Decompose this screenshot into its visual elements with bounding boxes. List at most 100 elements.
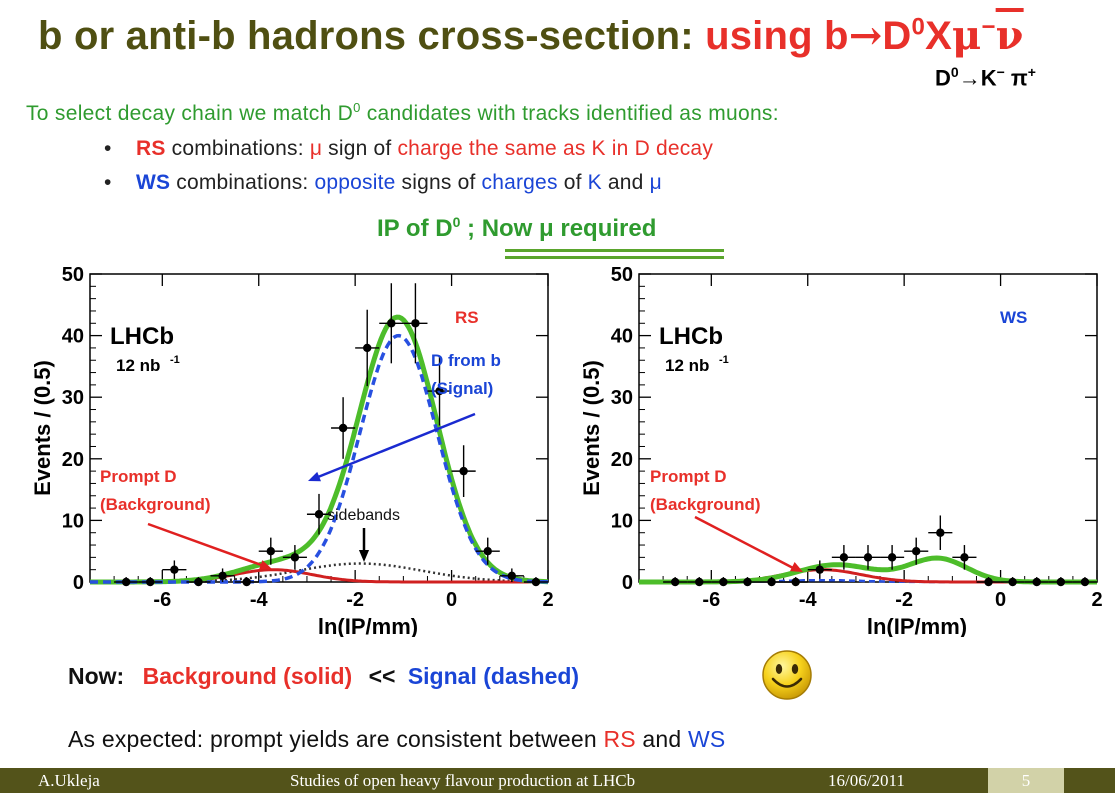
luminosity-label: 12 nb [665, 356, 709, 375]
title-arrow: → [848, 12, 883, 59]
bullet-text: WS combinations: opposite signs of charg… [136, 171, 662, 195]
header-underline [505, 249, 724, 252]
subdecay-pi: π [1004, 65, 1028, 91]
subdecay-d: D [935, 65, 951, 91]
data-point [242, 577, 251, 587]
x-tick-label: -6 [153, 589, 171, 611]
summary-now: Now: [68, 663, 125, 689]
page-number-box: 5 [988, 768, 1064, 793]
background-arrow-head [790, 562, 803, 572]
data-point [218, 571, 227, 581]
data-point [194, 577, 203, 587]
intro-sup: 0 [353, 100, 361, 115]
bullet-dot: • [104, 171, 112, 194]
data-point [290, 553, 300, 562]
signal-arrow-head [308, 471, 321, 482]
prompt-d-label: Prompt D [100, 467, 177, 486]
panel-label: RS [455, 308, 479, 327]
title-d: D [882, 14, 912, 58]
background-arrow [147, 522, 265, 568]
y-tick-label: 30 [62, 387, 84, 409]
data-point [387, 319, 396, 328]
rs-p1: combinations: [165, 137, 310, 160]
lhcb-label: LHCb [110, 323, 174, 350]
data-point [936, 528, 945, 537]
data-point [411, 319, 420, 328]
background-arrow [694, 515, 796, 571]
subdecay-d-sup: 0 [950, 64, 959, 80]
lhcb-label: LHCb [659, 323, 723, 350]
luminosity-exponent: -1 [719, 354, 729, 366]
subdecay-arrow: → [958, 65, 981, 91]
signal-arrow [317, 412, 476, 479]
slide-title: b or anti-b hadrons cross-section: using… [38, 12, 1024, 59]
x-tick-label: 0 [446, 589, 457, 611]
data-point [459, 466, 468, 476]
expected-p1: As expected: prompt yields are consisten… [68, 726, 604, 752]
subdecay-pi-sup: + [1027, 64, 1036, 80]
y-axis-label: Events / (0.5) [30, 360, 55, 496]
data-point [670, 577, 680, 587]
data-point [507, 571, 517, 581]
intro-rest: candidates with tracks identified as muo… [360, 102, 779, 125]
title-mu: μ [951, 12, 982, 59]
background-label: (Background) [650, 495, 761, 514]
x-tick-label: -2 [346, 589, 364, 611]
y-tick-label: 10 [62, 510, 84, 532]
y-tick-label: 10 [611, 510, 633, 532]
background-label: (Background) [100, 495, 211, 514]
summary-line: Now: Background (solid) << Signal (dashe… [68, 663, 579, 690]
data-point [791, 577, 800, 587]
sidebands-arrow-head [358, 550, 370, 562]
background-arrow-head [259, 560, 272, 570]
summary-ll: << [368, 663, 396, 689]
ip-header: IP of D0 ; Now μ required [377, 214, 656, 243]
signal-curve [90, 333, 549, 584]
rs-mu: μ [309, 137, 323, 160]
summary-background: Background (solid) [142, 663, 353, 689]
intro-main: To select decay chain we match D [26, 102, 354, 125]
data-point [170, 565, 179, 574]
data-point [839, 553, 849, 562]
x-tick-label: -4 [799, 589, 818, 611]
x-tick-label: -2 [895, 589, 913, 611]
y-axis-label: Events / (0.5) [579, 360, 604, 496]
data-point [767, 577, 776, 587]
data-point [887, 553, 897, 562]
page-number: 5 [1021, 771, 1031, 790]
signal-label: D from b [431, 351, 501, 370]
y-tick-label: 0 [622, 572, 633, 594]
signal-paren-label: (Signal) [431, 379, 493, 398]
data-point [984, 577, 993, 587]
title-prefix: b or anti-b hadrons cross-section: [38, 14, 706, 58]
data-point [121, 577, 131, 587]
data-point [719, 577, 728, 587]
sidebands-label: sidebands [327, 507, 400, 524]
data-point [435, 386, 444, 396]
rs-red: charge the same as K in D decay [397, 137, 714, 160]
decay-subtitle: D0→K− π+ [935, 64, 1036, 91]
data-point [743, 577, 752, 587]
summary-signal: Signal (dashed) [407, 663, 580, 689]
y-tick-label: 0 [73, 572, 84, 594]
x-axis-label: ln(IP/mm) [867, 614, 967, 637]
x-tick-label: 2 [542, 589, 553, 611]
y-tick-label: 40 [62, 326, 84, 348]
luminosity-exponent: -1 [170, 354, 180, 366]
plot-frame [89, 273, 549, 583]
ws-charges: charges [481, 171, 558, 194]
header-underline [505, 256, 724, 259]
footer-bar: A.Ukleja Studies of open heavy flavour p… [0, 768, 1115, 793]
expected-p2: and [635, 726, 688, 752]
data-point [863, 553, 873, 562]
panel-label: WS [1000, 308, 1027, 327]
ws-p4: and [601, 171, 650, 194]
data-point [695, 577, 704, 587]
x-tick-label: 0 [995, 589, 1006, 611]
footer-author: A.Ukleja [38, 771, 100, 790]
subdecay-k-sup: − [996, 64, 1005, 80]
ws-p1: combinations: [170, 171, 315, 194]
title-mu-sup: − [981, 13, 996, 41]
bullet-dot: • [104, 137, 112, 160]
